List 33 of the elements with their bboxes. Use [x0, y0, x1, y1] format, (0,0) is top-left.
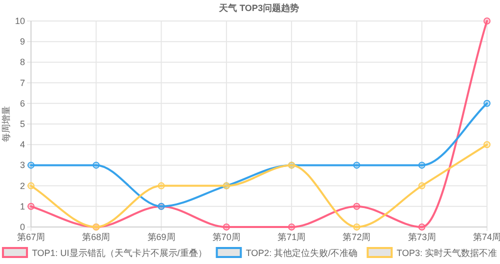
- x-tick-label: 第74周: [472, 232, 500, 242]
- y-tick-label: 10: [14, 16, 25, 26]
- legend-label: TOP3: 实时天气数据不准: [396, 248, 498, 258]
- x-tick-label: 第69周: [147, 232, 176, 242]
- y-tick-label: 3: [20, 160, 25, 170]
- point: [484, 100, 490, 107]
- y-tick-label: 5: [20, 119, 25, 129]
- point: [92, 162, 100, 169]
- y-tick-label: 4: [20, 140, 25, 150]
- y-axis-title: 每周增量: [1, 106, 11, 142]
- y-tick-label: 2: [20, 180, 25, 191]
- x-tick-label: 第72周: [342, 232, 371, 242]
- y-tick-label: 9: [20, 36, 25, 47]
- point: [418, 182, 426, 190]
- y-tick-label: 0: [20, 222, 25, 232]
- x-tick-label: 第70周: [212, 232, 240, 242]
- y-tick-label: 1: [20, 201, 25, 212]
- point: [418, 162, 426, 169]
- y-tick-label: 6: [20, 98, 25, 108]
- y-tick-label: 8: [20, 57, 25, 68]
- legend-label: TOP2: 其他定位失败/不准确: [246, 248, 358, 258]
- point: [158, 182, 165, 190]
- y-tick-label: 7: [20, 78, 25, 88]
- x-tick-label: 第68周: [82, 232, 110, 242]
- x-tick-label: 第73周: [408, 232, 436, 242]
- x-tick-label: 第71周: [278, 232, 306, 242]
- point: [353, 202, 360, 210]
- point: [484, 141, 490, 148]
- legend-label: TOP1: UI显示错乱（天气卡片不展示/重叠）: [32, 248, 207, 258]
- point: [484, 18, 490, 24]
- chart-title: 天气 TOP3问题趋势: [218, 3, 299, 13]
- point: [353, 162, 360, 169]
- x-tick-label: 第67周: [16, 232, 46, 242]
